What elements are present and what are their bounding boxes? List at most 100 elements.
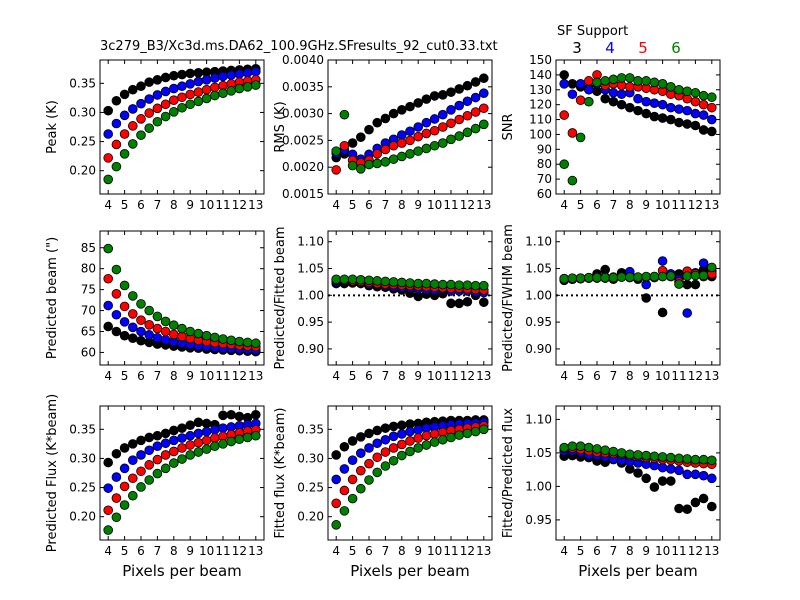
- data-point: [698, 99, 709, 110]
- data-point: [111, 493, 122, 503]
- data-point: [657, 79, 668, 89]
- x-tick-label: 12: [232, 369, 247, 383]
- data-point: [136, 98, 146, 109]
- data-point: [111, 309, 122, 320]
- legend-entry-6: 6: [671, 39, 681, 57]
- data-point: [437, 122, 448, 132]
- data-point: [128, 84, 138, 95]
- data-point: [657, 256, 668, 266]
- data-point: [665, 82, 676, 92]
- x-tick-label: 13: [248, 369, 263, 383]
- data-point: [690, 120, 701, 131]
- x-tick-label: 13: [248, 198, 263, 212]
- y-axis-label: Predicted Flux (K*beam): [45, 394, 60, 552]
- legend-entry-4: 4: [605, 39, 615, 57]
- series-6: [331, 274, 489, 291]
- data-point: [234, 434, 245, 445]
- data-point: [592, 444, 602, 454]
- data-point: [396, 151, 407, 162]
- data-point: [674, 117, 684, 128]
- data-point: [682, 271, 692, 281]
- data-point: [119, 481, 130, 492]
- data-point: [119, 110, 130, 121]
- x-tick-label: 4: [332, 544, 340, 558]
- data-point: [111, 448, 122, 459]
- data-point: [364, 475, 374, 485]
- x-tick-label: 9: [642, 369, 650, 383]
- data-point: [388, 140, 399, 151]
- x-tick-label: 12: [232, 544, 247, 558]
- data-point: [674, 503, 684, 514]
- data-point: [111, 95, 122, 106]
- y-tick-label: 90: [537, 142, 552, 156]
- data-point: [413, 433, 424, 443]
- data-point: [462, 280, 473, 290]
- x-tick-label: 4: [560, 369, 568, 383]
- y-tick-label: 0.35: [69, 76, 96, 90]
- y-tick-label: 0.35: [297, 422, 324, 436]
- data-point: [396, 420, 407, 431]
- data-point: [177, 69, 187, 80]
- x-tick-label: 8: [626, 198, 634, 212]
- data-point: [251, 80, 261, 90]
- data-point: [242, 432, 253, 443]
- data-point: [446, 298, 456, 309]
- data-point: [234, 69, 245, 79]
- data-point: [177, 92, 187, 103]
- data-point: [144, 330, 155, 340]
- x-tick-label: 9: [414, 369, 422, 383]
- data-point: [706, 455, 717, 466]
- data-point: [111, 139, 122, 150]
- data-point: [103, 505, 113, 516]
- data-point: [218, 410, 228, 421]
- x-tick-label: 5: [349, 198, 357, 212]
- x-tick-label: 12: [232, 198, 247, 212]
- x-tick-label: 13: [704, 544, 719, 558]
- data-point: [355, 164, 366, 174]
- x-tick-label: 11: [671, 544, 686, 558]
- data-point: [364, 275, 374, 286]
- data-point: [380, 434, 391, 445]
- x-tick-label: 5: [121, 369, 129, 383]
- x-tick-label: 11: [215, 544, 230, 558]
- data-point: [706, 92, 717, 103]
- series-6: [103, 430, 261, 535]
- data-point: [608, 96, 619, 107]
- y-tick-label: 75: [81, 283, 96, 297]
- data-point: [128, 309, 138, 319]
- data-point: [633, 272, 643, 282]
- x-tick-label: 8: [398, 198, 406, 212]
- data-point: [144, 94, 155, 104]
- data-point: [682, 454, 692, 464]
- x-tick-label: 13: [476, 369, 491, 383]
- data-point: [372, 276, 383, 286]
- data-point: [575, 79, 586, 89]
- data-point: [193, 437, 204, 448]
- data-point: [201, 418, 212, 429]
- data-point: [462, 428, 473, 439]
- data-point: [429, 429, 440, 439]
- axes-frame: [99, 405, 265, 541]
- data-point: [160, 72, 171, 83]
- data-point: [478, 88, 489, 99]
- data-point: [372, 425, 383, 436]
- x-tick-label: 11: [215, 369, 230, 383]
- data-point: [193, 447, 204, 457]
- data-point: [339, 506, 350, 516]
- data-point: [169, 95, 179, 105]
- data-point: [429, 279, 440, 289]
- y-tick-label: 0.95: [297, 315, 324, 329]
- figure-title: 3c279_B3/Xc3d.ms.DA62_100.9GHz.SFresults…: [100, 39, 498, 54]
- data-point: [413, 146, 424, 156]
- data-point: [160, 111, 171, 122]
- x-tick-label: 7: [610, 198, 618, 212]
- y-tick-label: 0.0025: [282, 133, 324, 147]
- data-point: [454, 298, 465, 309]
- data-point: [136, 299, 146, 309]
- y-axis-label: Predicted/Fitted beam: [273, 226, 288, 369]
- data-point: [119, 317, 130, 327]
- axes-frame: [99, 59, 265, 195]
- x-tick-label: 8: [398, 369, 406, 383]
- data-point: [103, 321, 113, 332]
- data-point: [600, 93, 610, 104]
